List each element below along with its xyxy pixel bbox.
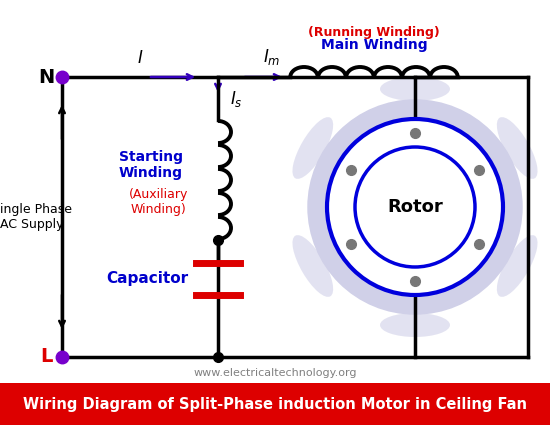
Text: $I_s$: $I_s$ [230, 89, 243, 109]
Ellipse shape [380, 77, 450, 101]
Text: (Running Winding): (Running Winding) [308, 26, 440, 39]
Ellipse shape [293, 235, 333, 297]
Text: $I_m$: $I_m$ [263, 47, 280, 67]
Text: Starting
Winding: Starting Winding [119, 150, 183, 180]
Text: (Auxiliary
Winding): (Auxiliary Winding) [129, 188, 188, 216]
Ellipse shape [380, 313, 450, 337]
Circle shape [355, 147, 475, 267]
Ellipse shape [293, 117, 333, 179]
Ellipse shape [497, 235, 537, 297]
Text: www.electricaltechnology.org: www.electricaltechnology.org [193, 368, 357, 378]
Text: Single Phase
AC Supply: Single Phase AC Supply [0, 203, 72, 231]
FancyBboxPatch shape [0, 383, 550, 425]
Text: I: I [138, 49, 142, 67]
Text: Wiring Diagram of Split-Phase induction Motor in Ceiling Fan: Wiring Diagram of Split-Phase induction … [23, 397, 527, 411]
Circle shape [327, 119, 503, 295]
Text: L: L [40, 348, 52, 366]
Text: Rotor: Rotor [387, 198, 443, 216]
Text: N: N [38, 68, 54, 87]
Text: Main Winding: Main Winding [321, 38, 427, 52]
Ellipse shape [497, 117, 537, 179]
Text: Capacitor: Capacitor [106, 272, 188, 286]
